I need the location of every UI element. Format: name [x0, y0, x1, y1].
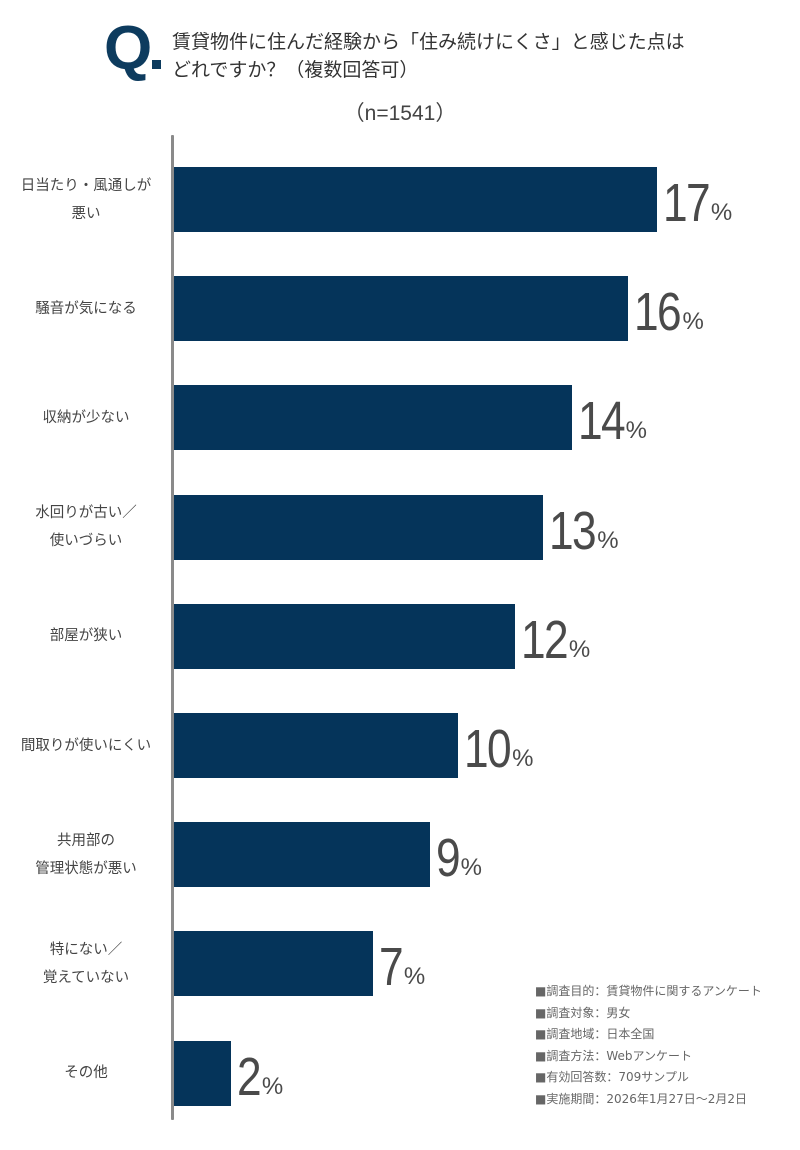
bar [174, 494, 544, 560]
category-label: 収納が少ない [0, 385, 172, 450]
bar [174, 931, 373, 997]
category-label-line: 管理状態が悪い [35, 860, 137, 877]
category-label-line: 騒音が気になる [35, 300, 137, 317]
bar [174, 713, 458, 778]
percent-sign: % [460, 854, 482, 882]
category-label: 部屋が狭い [0, 604, 172, 669]
sample-size: （n=1541） [343, 102, 457, 125]
bar [174, 385, 572, 451]
percent-sign: % [597, 526, 619, 554]
bar [174, 276, 629, 342]
category-label: 共用部の管理状態が悪い [0, 822, 172, 887]
category-label-line: 特にない／ [49, 941, 123, 958]
q-mark: Q [104, 18, 162, 80]
value-label: 13% [549, 495, 618, 560]
note-method: ■調査方法：Webアンケート [535, 1048, 693, 1063]
category-label: 日当たり・風通しが 悪い [0, 167, 172, 232]
category-label-line: 水回りが古い／ [35, 505, 137, 522]
category-label: 特にない／ 覚えていない [0, 931, 172, 996]
bar [174, 167, 657, 232]
value-label: 16% [634, 276, 703, 341]
category-label-line: 収納が少ない [42, 409, 130, 426]
bar-row: 特にない／ 覚えていない 7% [0, 931, 800, 997]
percent-sign: % [403, 963, 426, 991]
note-responses: ■有効回答数：709サンプル [535, 1070, 689, 1085]
category-label-line: 間取りが使いにくい [20, 737, 152, 754]
bar-row: 収納が少ない 14% [0, 385, 800, 451]
bar [174, 1040, 231, 1106]
bar-row: 間取りが使いにくい 10% [0, 713, 800, 778]
title-line-2: どれですか？（複数回答可） [172, 59, 419, 81]
y-axis-line [171, 135, 174, 1120]
category-label-line: 覚えていない [42, 969, 130, 986]
percent-sign: % [261, 1072, 284, 1100]
bar [174, 603, 515, 669]
category-label: 間取りが使いにくい [0, 713, 172, 778]
value-number: 2 [236, 1046, 262, 1107]
note-purpose: ■調査目的：賃貸物件に関するアンケート [535, 984, 762, 998]
value-label: 12% [521, 604, 590, 669]
q-letter: Q [104, 14, 152, 83]
value-number: 14 [577, 391, 626, 452]
value-number: 10 [464, 719, 512, 779]
percent-sign: % [682, 308, 704, 336]
bar-row: 日当たり・風通しが 悪い 17% [0, 167, 800, 232]
value-label: 17% [663, 167, 732, 232]
bar-row: 部屋が狭い 12% [0, 603, 800, 669]
value-number: 7 [378, 937, 404, 998]
note-region: ■調査地域：日本全国 [535, 1027, 655, 1042]
category-label-line: 使いづらい [49, 533, 123, 550]
value-label: 9% [436, 822, 482, 887]
value-number: 17 [662, 173, 711, 233]
value-number: 16 [634, 282, 682, 343]
category-label-line: 共用部の [57, 832, 115, 849]
bar [174, 822, 430, 888]
note-period: ■実施期間：2026年1月27日〜2月2日 [535, 1091, 748, 1106]
bar-row: 共用部の管理状態が悪い 9% [0, 822, 800, 888]
title-line-1: 賃貸物件に住んだ経験から「住み続けにくさ」と感じた点は [172, 31, 685, 53]
category-label-line: 部屋が狭い [49, 628, 123, 645]
value-label: 7% [379, 931, 425, 996]
category-label-line: 日当たり・風通しが [20, 177, 152, 194]
category-label-line: その他 [64, 1065, 108, 1082]
value-label: 14% [578, 385, 647, 450]
value-number: 12 [520, 609, 569, 670]
percent-sign: % [568, 635, 591, 663]
value-number: 9 [435, 828, 461, 889]
category-label: 水回りが古い／ 使いづらい [0, 495, 172, 560]
percent-sign: % [512, 745, 534, 772]
value-label: 2% [237, 1041, 283, 1106]
category-label: その他 [0, 1041, 172, 1106]
note-target: ■調査対象：男女 [535, 1005, 631, 1020]
category-label: 騒音が気になる [0, 276, 172, 341]
survey-notes: ■調査目的：賃貸物件に関するアンケート ■調査対象：男女 ■調査地域：日本全国 … [535, 981, 762, 1111]
bar-row: 水回りが古い／ 使いづらい 13% [0, 494, 800, 560]
percent-sign: % [710, 199, 733, 226]
bar-row: その他 2% [0, 1040, 800, 1106]
question-title: 賃貸物件に住んだ経験から「住み続けにくさ」と感じた点は どれですか？（複数回答可… [172, 28, 685, 84]
q-dot-icon [152, 60, 162, 69]
value-number: 13 [549, 500, 597, 561]
percent-sign: % [625, 417, 647, 445]
value-label: 10% [464, 713, 533, 778]
category-label-line: 悪い [71, 205, 101, 222]
bar-row: 騒音が気になる 16% [0, 276, 800, 342]
